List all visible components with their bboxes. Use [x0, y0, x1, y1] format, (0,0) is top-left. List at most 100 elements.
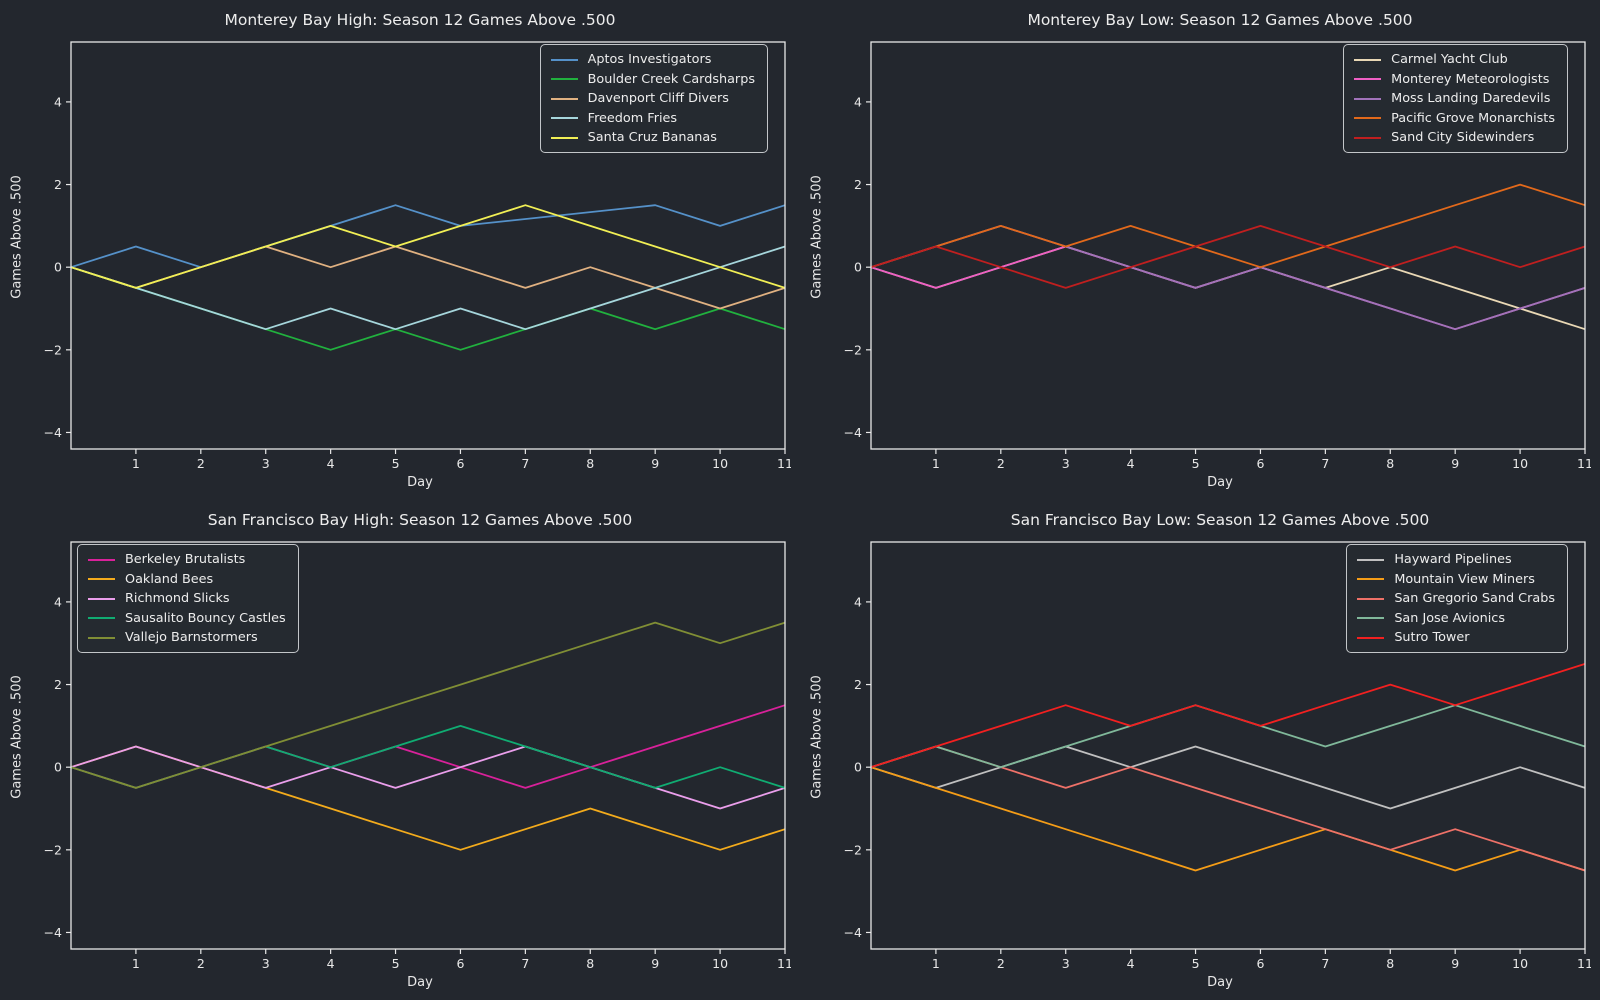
legend-swatch [1354, 58, 1382, 61]
y-tick-label: 4 [54, 594, 62, 609]
x-tick-label: 1 [932, 456, 940, 471]
legend: Hayward Pipelines Mountain View Miners San… [1346, 544, 1568, 653]
x-tick-label: 10 [1512, 956, 1528, 971]
y-tick-label: 4 [854, 594, 862, 609]
x-tick-label: 4 [327, 956, 335, 971]
legend-label: Moss Landing Daredevils [1391, 91, 1551, 106]
x-tick-label: 1 [132, 456, 140, 471]
legend-swatch [88, 558, 115, 561]
y-tick-label: 2 [854, 677, 862, 692]
legend-swatch [1357, 558, 1385, 561]
series-line-pacific-grove-monarchists [870, 183, 1586, 269]
x-tick-label: 9 [1451, 956, 1459, 971]
x-tick-label: 7 [521, 956, 529, 971]
plot-row: Games Above .500 1 2 3 4 5 6 7 8 9 10 11 −4 −2 0 2 4 Ca… [800, 32, 1600, 478]
chart-title: Monterey Bay High: Season 12 Games Above… [224, 11, 616, 29]
y-tick-label: 0 [854, 760, 862, 775]
x-tick-label: 5 [1192, 456, 1200, 471]
x-tick-label: 3 [262, 956, 270, 971]
y-axis-label: Games Above .500 [9, 675, 25, 799]
legend-label: Santa Cruz Bananas [587, 130, 717, 145]
legend-swatch [1354, 136, 1382, 139]
y-axis-label-box: Games Above .500 [0, 532, 34, 978]
legend-label: Sausalito Bouncy Castles [125, 610, 286, 626]
y-tick-label: 0 [54, 260, 62, 275]
legend-label: Vallejo Barnstormers [125, 630, 258, 645]
y-tick-label: −4 [44, 425, 62, 440]
x-tick-label: 2 [997, 456, 1005, 471]
legend-item-hayward-pipelines: Hayward Pipelines [1357, 552, 1555, 567]
series-line-san-jose-avionics [870, 704, 1586, 769]
series-line-davenport-cliff-divers [70, 245, 786, 310]
legend-label: Freedom Fries [587, 110, 678, 126]
y-tick-label: 0 [854, 260, 862, 275]
legend-item-moss-landing-daredevils: Moss Landing Daredevils [1354, 91, 1555, 106]
y-tick-label: 2 [54, 177, 62, 192]
plot-area: 1 2 3 4 5 6 7 8 9 10 11 −4 −2 0 2 4 [44, 41, 791, 471]
legend-swatch [1354, 78, 1382, 80]
y-tick-label: 2 [854, 177, 862, 192]
x-tick-label: 2 [197, 456, 205, 471]
legend-swatch [1357, 578, 1385, 580]
series-line-aptos-investigators [70, 204, 786, 269]
x-tick-label: 2 [197, 956, 205, 971]
x-tick-label: 4 [1127, 956, 1135, 971]
legend-item-sausalito-bouncy-castles: Sausalito Bouncy Castles [88, 611, 286, 626]
x-tick-label: 11 [1577, 956, 1591, 971]
series-line-san-gregorio-sand-crabs [870, 745, 1586, 872]
x-tick-label: 10 [712, 956, 728, 971]
y-axis-label: Games Above .500 [809, 675, 825, 799]
legend-label: Hayward Pipelines [1394, 552, 1512, 567]
x-tick-label: 2 [997, 956, 1005, 971]
x-tick-label: 5 [392, 456, 400, 471]
legend-label: Aptos Investigators [587, 52, 712, 67]
plot-border [70, 41, 786, 450]
chart-panel-san-francisco-bay-high: San Francisco Bay High: Season 12 Games … [0, 500, 800, 1000]
series-line-vallejo-barnstormers [70, 621, 786, 789]
chart-title: San Francisco Bay High: Season 12 Games … [207, 511, 633, 529]
legend-label: Carmel Yacht Club [1391, 52, 1508, 67]
chart-panel-monterey-bay-low: Monterey Bay Low: Season 12 Games Above … [800, 0, 1600, 500]
series-line-boulder-creek-cardsharps [70, 266, 786, 351]
y-tick-label: −2 [44, 342, 62, 357]
x-tick-label: 11 [1577, 456, 1591, 471]
series-line-monterey-meteorologists [870, 245, 1586, 331]
chart-panel-monterey-bay-high: Monterey Bay High: Season 12 Games Above… [0, 0, 800, 500]
legend: Carmel Yacht Club Monterey Meteorologists… [1343, 44, 1568, 153]
plot-wrap: 1 2 3 4 5 6 7 8 9 10 11 −4 −2 0 2 4 Carmel Yacht Club Mo… [834, 32, 1591, 478]
x-tick-label: 1 [132, 956, 140, 971]
x-tick-label: 7 [1321, 456, 1329, 471]
y-axis-label-box: Games Above .500 [800, 532, 834, 978]
x-axis-label: Day [407, 475, 433, 490]
legend-swatch [1354, 117, 1382, 119]
y-tick-label: −2 [844, 342, 862, 357]
legend-swatch [550, 136, 578, 139]
series-line-freedom-fries [70, 245, 786, 331]
y-tick-label: 0 [54, 760, 62, 775]
legend-item-mountain-view-miners: Mountain View Miners [1357, 572, 1555, 587]
legend-swatch [1357, 617, 1385, 619]
y-axis-label-box: Games Above .500 [800, 32, 834, 478]
legend: Aptos Investigators Boulder Creek Cardsha… [539, 44, 768, 153]
legend-item-sand-city-sidewinders: Sand City Sidewinders [1354, 130, 1555, 145]
x-tick-label: 5 [1192, 956, 1200, 971]
legend-swatch [550, 78, 578, 80]
x-tick-label: 11 [777, 956, 791, 971]
x-tick-label: 9 [1451, 456, 1459, 471]
legend-label: San Gregorio Sand Crabs [1394, 591, 1555, 606]
x-tick-label: 8 [586, 956, 594, 971]
y-tick-label: −4 [44, 925, 62, 940]
x-tick-label: 6 [456, 956, 464, 971]
x-tick-label: 11 [777, 456, 791, 471]
legend-label: Monterey Meteorologists [1391, 71, 1550, 87]
legend-label: Pacific Grove Monarchists [1391, 110, 1555, 126]
legend-label: Oakland Bees [125, 571, 214, 587]
legend-item-davenport-cliff-divers: Davenport Cliff Divers [550, 91, 755, 106]
plot-wrap: 1 2 3 4 5 6 7 8 9 10 11 −4 −2 0 2 4 Hayward Pipelines Mo… [834, 532, 1591, 978]
x-tick-label: 7 [1321, 956, 1329, 971]
y-axis-label-box: Games Above .500 [0, 32, 34, 478]
x-tick-label: 9 [651, 456, 659, 471]
x-tick-label: 1 [932, 956, 940, 971]
legend-swatch [1354, 97, 1382, 100]
